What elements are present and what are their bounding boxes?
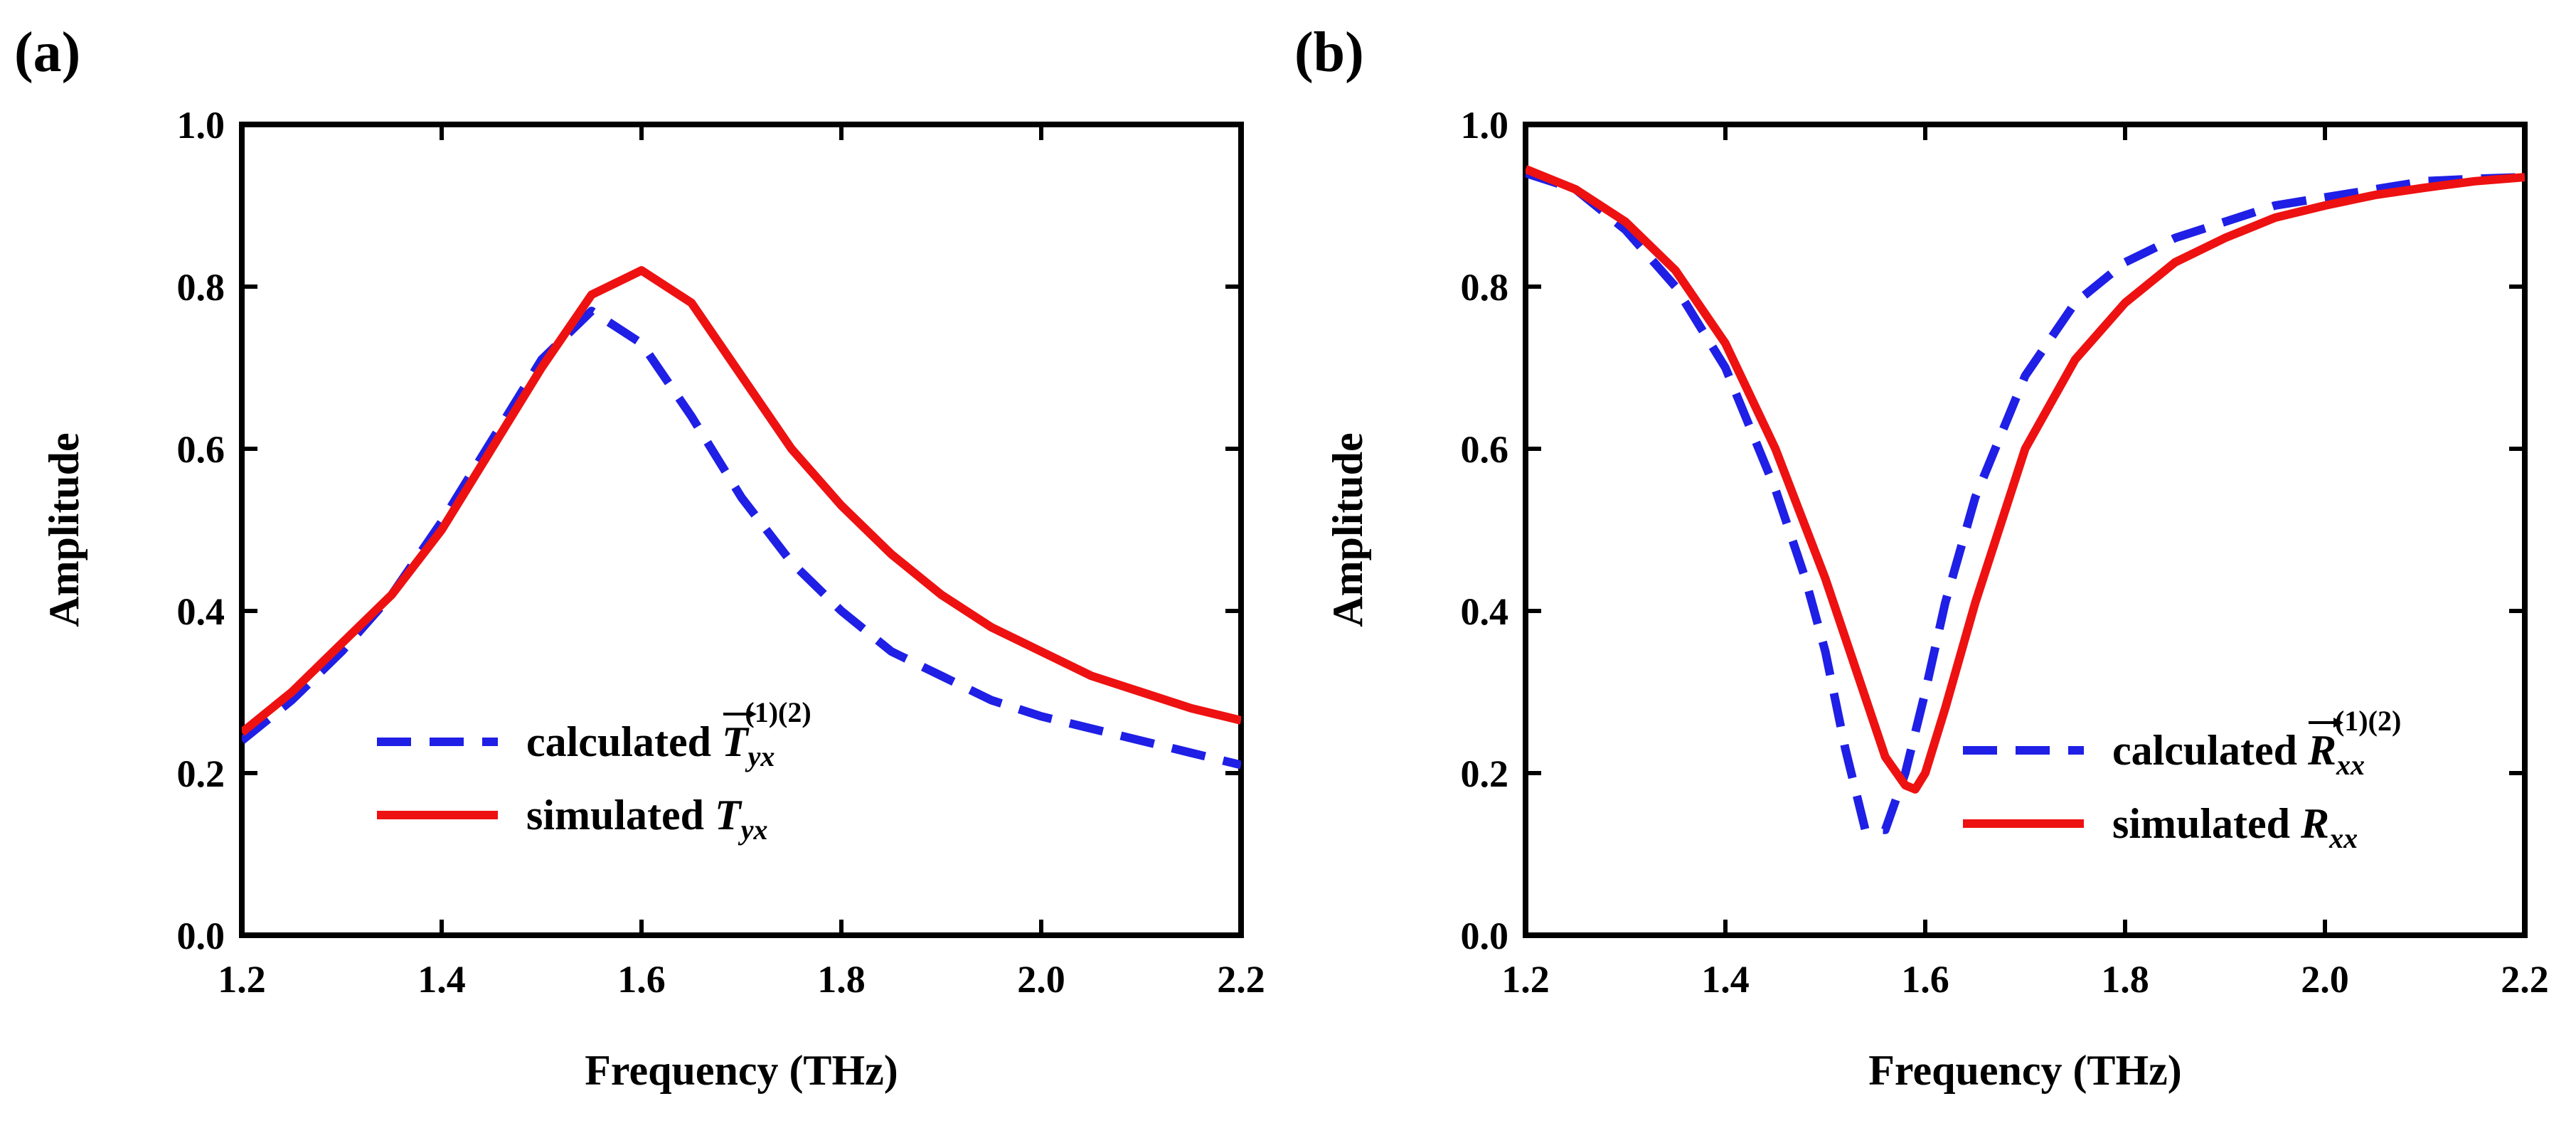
legend-label: calculated Tyx(1)(2) bbox=[526, 696, 811, 772]
legend-symbol: R bbox=[2307, 727, 2336, 774]
y-tick-label: 0.6 bbox=[1461, 428, 1509, 471]
chart-panel-b: (b) 1.2 1.4 1.6 1.8 2.0 2.2 0.0 0.2 0.4 0.6 0.8 1.0 F… bbox=[1294, 21, 2549, 1094]
panel-label: (a) bbox=[14, 21, 80, 84]
vector-arrow-icon bbox=[2308, 718, 2343, 728]
panel-label: (b) bbox=[1294, 21, 1364, 84]
legend-label: simulated Tyx bbox=[526, 792, 767, 846]
legend-entry-calculated: calculated Tyx(1)(2) bbox=[377, 696, 811, 772]
y-axis-title: Amplitude bbox=[41, 432, 87, 627]
y-tick-label: 0.8 bbox=[1461, 266, 1509, 309]
legend-symbol: T bbox=[715, 792, 743, 839]
x-axis-title: Frequency (THz) bbox=[585, 1047, 898, 1094]
legend-label: calculated Rxx(1)(2) bbox=[2112, 705, 2401, 781]
legend-symbol: T bbox=[722, 718, 750, 765]
x-tick-label: 1.6 bbox=[617, 958, 666, 1001]
x-tick-label: 1.8 bbox=[2101, 958, 2149, 1001]
series-line-calculated bbox=[1526, 169, 2525, 834]
series-line-simulated bbox=[1526, 165, 2525, 794]
x-tick-label: 2.0 bbox=[2301, 958, 2349, 1001]
x-tick-label: 2.2 bbox=[2501, 958, 2549, 1001]
x-tick-label: 1.2 bbox=[218, 958, 266, 1001]
legend-entry-calculated: calculated Rxx(1)(2) bbox=[1963, 705, 2401, 781]
y-tick-label: 0.0 bbox=[1461, 915, 1509, 957]
chart-panel-a: (a) 1.2 1.4 1.6 1.8 2.0 2.2 0.0 0.2 0.4 0.6 0.8 1.0 F… bbox=[14, 21, 1265, 1094]
y-tick-label: 0.4 bbox=[177, 590, 225, 633]
y-tick-label: 1.0 bbox=[1461, 104, 1509, 147]
y-tick-label: 0.8 bbox=[177, 266, 225, 309]
legend-symbol: R bbox=[2300, 800, 2329, 847]
x-tick-label: 1.4 bbox=[417, 958, 466, 1001]
plot-frame bbox=[239, 122, 1244, 938]
x-tick-label: 1.4 bbox=[1701, 958, 1750, 1001]
x-tick-label: 2.0 bbox=[1017, 958, 1065, 1001]
vector-arrow-icon bbox=[723, 709, 757, 719]
legend-label: simulated Rxx bbox=[2112, 800, 2358, 854]
x-tick-label: 2.2 bbox=[1217, 958, 1265, 1001]
y-tick-label: 0.6 bbox=[177, 428, 225, 471]
y-tick-label: 0.2 bbox=[1461, 752, 1509, 795]
x-tick-label: 1.6 bbox=[1901, 958, 1949, 1001]
y-tick-label: 0.2 bbox=[177, 752, 225, 795]
legend-entry-simulated: simulated Tyx bbox=[377, 792, 767, 846]
plot-frame bbox=[1523, 122, 2528, 938]
y-tick-label: 0.4 bbox=[1461, 590, 1509, 633]
x-tick-label: 1.2 bbox=[1501, 958, 1550, 1001]
legend-entry-simulated: simulated Rxx bbox=[1963, 800, 2358, 854]
y-axis-title: Amplitude bbox=[1324, 432, 1371, 627]
x-axis-title: Frequency (THz) bbox=[1868, 1047, 2181, 1094]
x-tick-label: 1.8 bbox=[817, 958, 866, 1001]
y-tick-label: 0.0 bbox=[177, 915, 225, 957]
y-tick-label: 1.0 bbox=[177, 104, 225, 147]
series-line-simulated bbox=[242, 266, 1241, 736]
